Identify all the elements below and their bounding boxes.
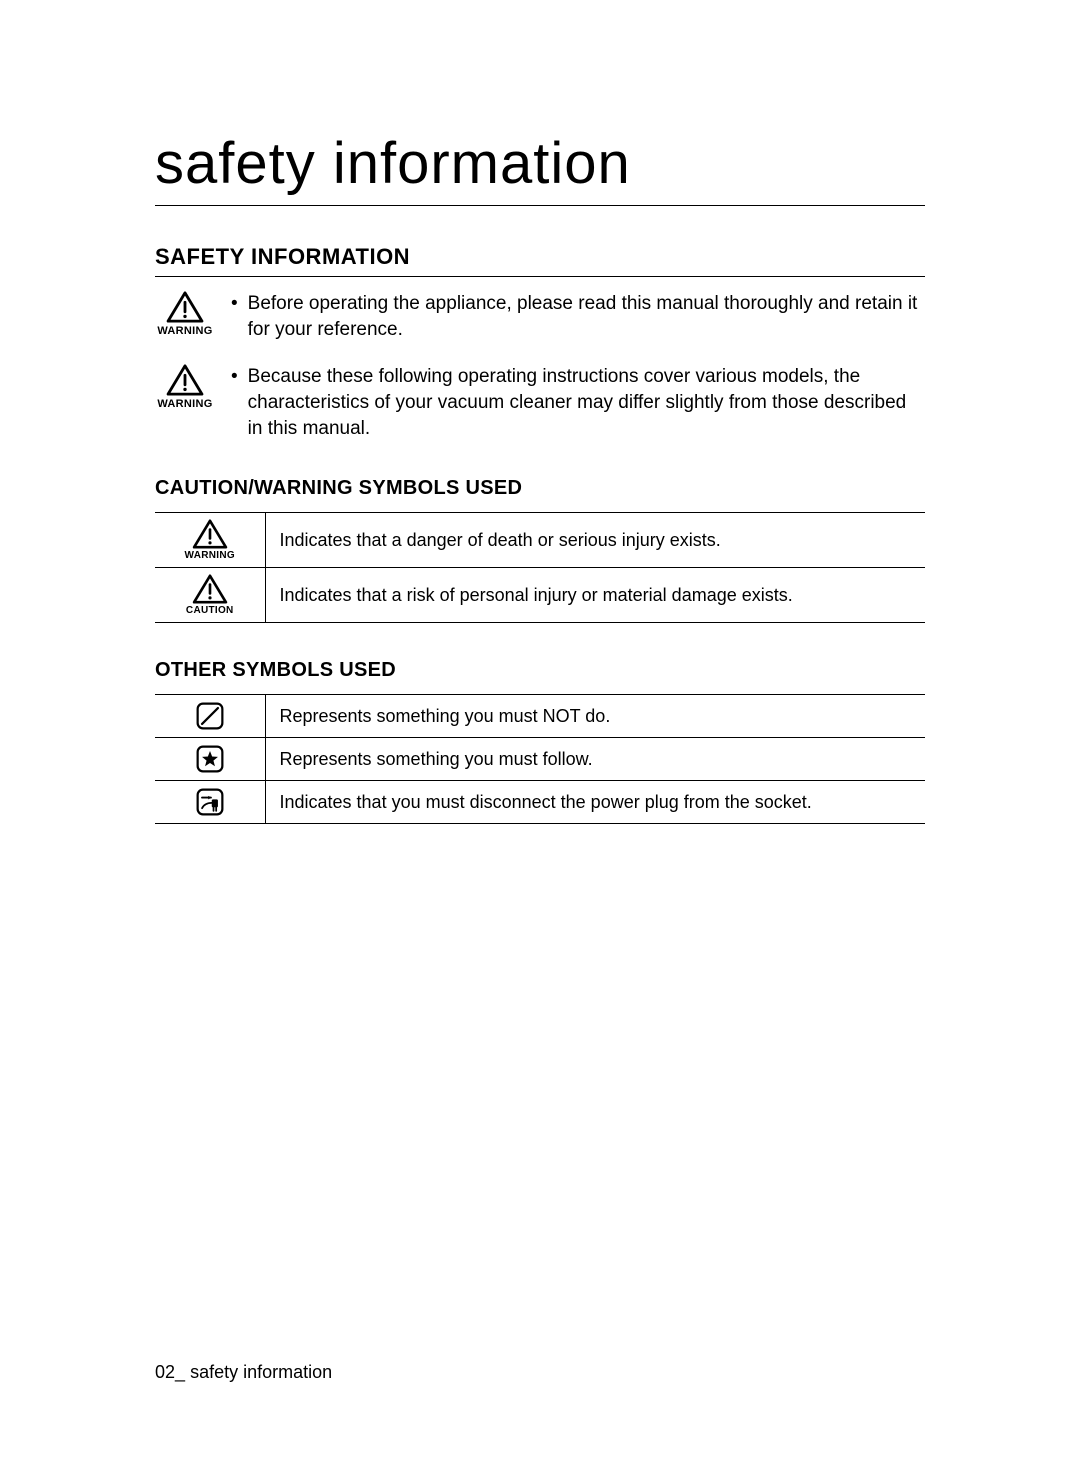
icon-cell: CAUTION bbox=[155, 568, 265, 623]
table-row: Represents something you must NOT do. bbox=[155, 695, 925, 738]
warning-label: WARNING bbox=[157, 325, 212, 337]
warning-text: Because these following operating instru… bbox=[248, 364, 925, 441]
section-heading-safety: SAFETY INFORMATION bbox=[155, 244, 925, 277]
bullet: • bbox=[231, 364, 238, 441]
warning-text-1: • Before operating the appliance, please… bbox=[229, 291, 925, 342]
icon-cell bbox=[155, 738, 265, 781]
warning-text: Before operating the appliance, please r… bbox=[248, 291, 925, 342]
table-row: WARNING Indicates that a danger of death… bbox=[155, 513, 925, 568]
icon-label: WARNING bbox=[185, 550, 235, 561]
table-cell-desc: Represents something you must follow. bbox=[265, 738, 925, 781]
warning-block-1: WARNING • Before operating the appliance… bbox=[155, 291, 925, 342]
subheading-other-symbols: OTHER SYMBOLS USED bbox=[155, 659, 925, 682]
bullet: • bbox=[231, 291, 238, 342]
warning-icon-wrap: WARNING bbox=[155, 364, 215, 410]
unplug-icon bbox=[195, 787, 225, 817]
footer-text: safety information bbox=[190, 1362, 332, 1382]
table-row: CAUTION Indicates that a risk of persona… bbox=[155, 568, 925, 623]
subheading-caution-symbols: CAUTION/WARNING SYMBOLS USED bbox=[155, 477, 925, 500]
caution-icon bbox=[192, 574, 228, 604]
table-row: Indicates that you must disconnect the p… bbox=[155, 781, 925, 824]
warning-icon bbox=[166, 364, 204, 396]
warning-icon bbox=[166, 291, 204, 323]
table-row: Represents something you must follow. bbox=[155, 738, 925, 781]
warning-block-2: WARNING • Because these following operat… bbox=[155, 364, 925, 441]
warning-label: WARNING bbox=[157, 398, 212, 410]
table-cell-desc: Indicates that you must disconnect the p… bbox=[265, 781, 925, 824]
page-number: 02_ bbox=[155, 1362, 185, 1382]
warning-icon bbox=[192, 519, 228, 549]
icon-cell: WARNING bbox=[155, 513, 265, 568]
caution-warning-table: WARNING Indicates that a danger of death… bbox=[155, 512, 925, 623]
icon-cell bbox=[155, 781, 265, 824]
table-cell-desc: Represents something you must NOT do. bbox=[265, 695, 925, 738]
warning-text-2: • Because these following operating inst… bbox=[229, 364, 925, 441]
icon-cell bbox=[155, 695, 265, 738]
warning-icon-wrap: WARNING bbox=[155, 291, 215, 337]
table-cell-desc: Indicates that a risk of personal injury… bbox=[265, 568, 925, 623]
other-symbols-table: Represents something you must NOT do. Re… bbox=[155, 694, 925, 824]
icon-label: CAUTION bbox=[186, 605, 234, 616]
star-icon bbox=[195, 744, 225, 774]
page-footer: 02_ safety information bbox=[155, 1362, 332, 1383]
prohibit-icon bbox=[195, 701, 225, 731]
table-cell-desc: Indicates that a danger of death or seri… bbox=[265, 513, 925, 568]
page-title: safety information bbox=[155, 130, 925, 206]
